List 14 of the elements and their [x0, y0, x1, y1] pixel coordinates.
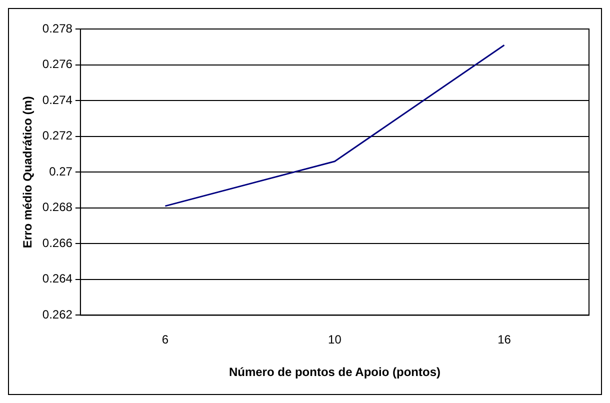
y-tick-label: 0.268 — [42, 200, 73, 214]
y-axis-title: Erro médio Quadrático (m) — [20, 96, 35, 248]
y-tick-label: 0.27 — [49, 164, 73, 178]
y-tick-label: 0.266 — [42, 236, 73, 250]
y-tick-label: 0.272 — [42, 128, 73, 143]
x-tick-label: 6 — [162, 332, 169, 347]
x-tick-label: 10 — [328, 332, 342, 347]
y-tick-label: 0.264 — [42, 272, 73, 286]
y-tick-label: 0.278 — [42, 21, 73, 36]
x-axis-title: Número de pontos de Apoio (pontos) — [228, 365, 440, 380]
y-tick-label: 0.262 — [42, 308, 73, 322]
x-tick-label: 16 — [498, 332, 512, 347]
y-tick-label: 0.276 — [42, 57, 73, 72]
y-tick-label: 0.274 — [42, 92, 73, 107]
